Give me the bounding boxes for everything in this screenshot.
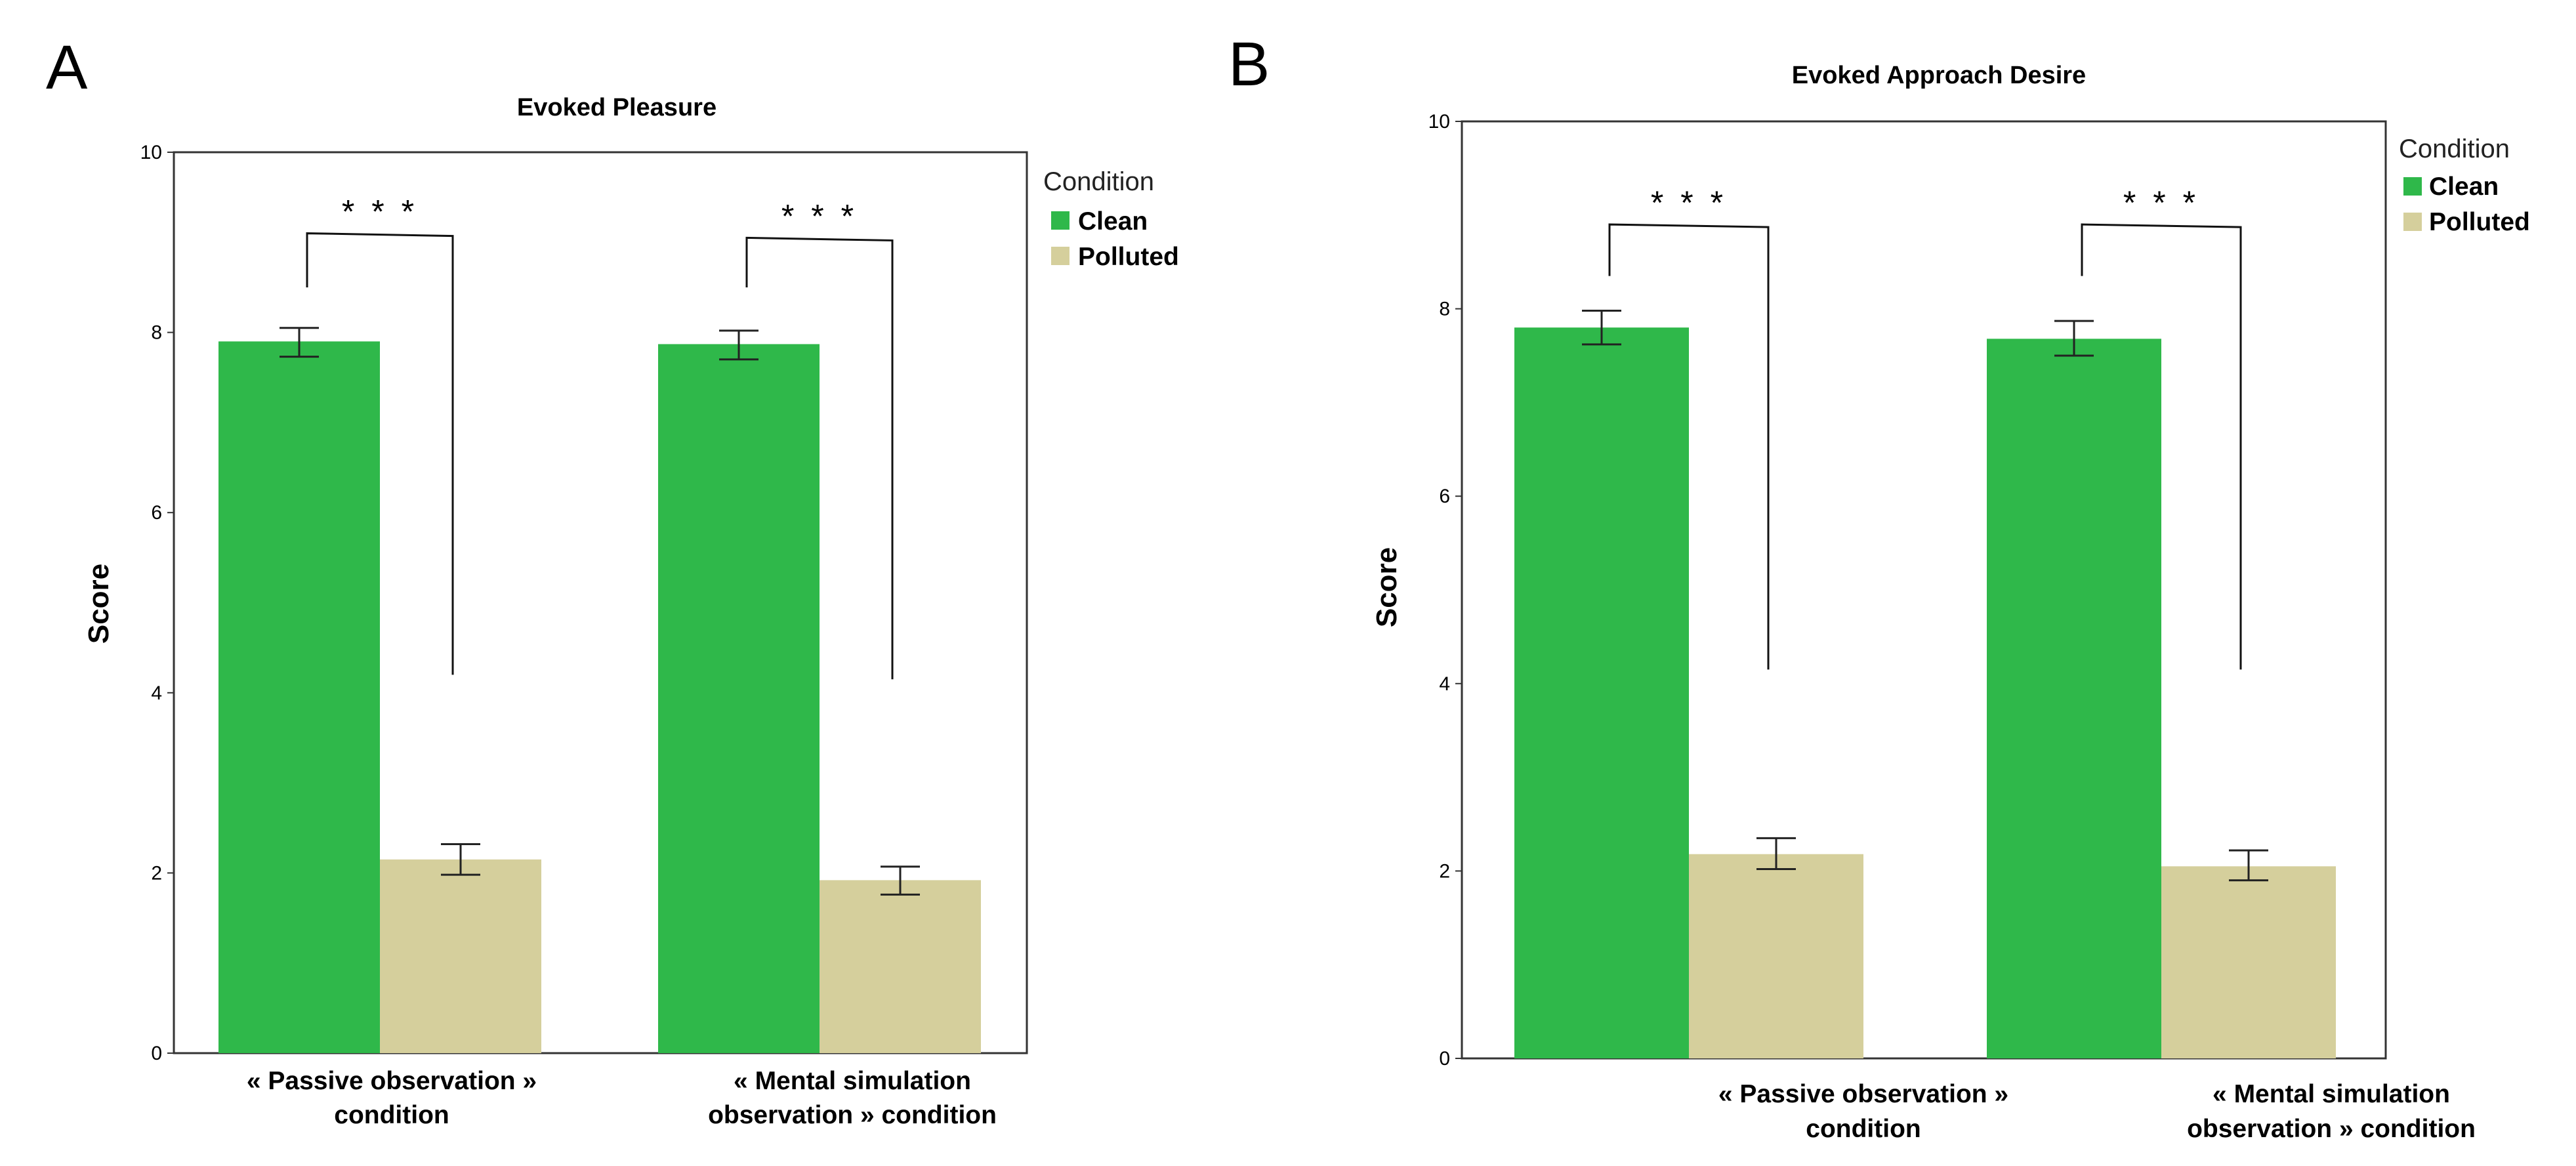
panel-letter: B: [1228, 30, 1270, 99]
plot-frame: [1461, 120, 2387, 1060]
bars: [1514, 327, 2336, 1058]
bar-polluted: [820, 880, 981, 1053]
y-tick-label: 6: [151, 502, 162, 524]
chart-title: Evoked Approach Desire: [1792, 62, 2086, 89]
y-tick-label: 10: [140, 142, 162, 163]
error-bar: [1756, 837, 1796, 871]
y-tick-label: 10: [1428, 111, 1450, 133]
y-tick-label: 6: [1439, 486, 1450, 507]
legend-swatch-clean: [2403, 177, 2422, 196]
significance-brackets: * * * * * *: [1608, 184, 2242, 670]
legend-label-clean: Clean: [1078, 207, 1148, 236]
error-bars: [1582, 309, 2268, 882]
significance-bracket: [1608, 223, 1770, 670]
category-labels: « Passive observation » condition « Mental…: [247, 1067, 997, 1129]
y-axis-ticks: 0 2 4 6 8 10: [1428, 111, 1462, 1070]
significance-bracket: [306, 232, 454, 675]
chart-title: Evoked Pleasure: [517, 94, 717, 121]
significance-label: * * *: [781, 198, 858, 234]
y-tick-label: 2: [151, 862, 162, 884]
bar-polluted: [380, 859, 541, 1053]
panel-b: B Evoked Approach Desire Score 0 2 4 6 8 10 *…: [1228, 30, 2530, 1143]
panel-letter: A: [46, 33, 88, 102]
legend-label-clean: Clean: [2429, 173, 2499, 201]
significance-bracket: [2081, 223, 2242, 670]
category-label: condition: [334, 1101, 449, 1129]
y-axis-label: Score: [83, 564, 115, 644]
plot-frame: [173, 151, 1028, 1054]
legend: Condition Clean Polluted: [1043, 167, 1179, 271]
significance-label: * * *: [2123, 184, 2199, 221]
error-bar: [441, 843, 480, 876]
category-label: « Passive observation »: [247, 1067, 537, 1095]
error-bar: [2229, 849, 2268, 882]
bars: [218, 341, 981, 1053]
category-label: observation » condition: [708, 1101, 997, 1129]
significance-bracket: [745, 236, 894, 680]
legend-swatch-polluted: [2403, 213, 2422, 231]
category-label: condition: [1806, 1115, 1921, 1143]
significance-label: * * *: [342, 194, 418, 230]
category-label: observation » condition: [2187, 1115, 2476, 1143]
error-bar: [280, 327, 319, 358]
y-tick-label: 4: [151, 682, 162, 704]
y-tick-label: 8: [151, 322, 162, 344]
legend-swatch-clean: [1051, 211, 1070, 230]
error-bars: [280, 327, 920, 896]
y-tick-label: 0: [1439, 1048, 1450, 1070]
error-bar: [719, 329, 758, 361]
bar-polluted: [2161, 866, 2336, 1058]
significance-brackets: * * * * * *: [306, 194, 894, 680]
y-tick-label: 2: [1439, 860, 1450, 882]
y-tick-label: 8: [1439, 299, 1450, 320]
error-bar: [1582, 309, 1621, 346]
error-bar: [2054, 320, 2094, 357]
y-axis-label: Score: [1371, 547, 1403, 627]
error-bar: [881, 865, 920, 896]
legend-swatch-polluted: [1051, 247, 1070, 265]
legend-label-polluted: Polluted: [2429, 208, 2530, 236]
category-labels: « Passive observation » condition « Mental…: [1718, 1080, 2476, 1143]
legend-title: Condition: [1043, 167, 1154, 196]
y-tick-label: 4: [1439, 673, 1450, 695]
category-label: « Mental simulation: [734, 1067, 971, 1095]
legend-title: Condition: [2399, 135, 2510, 163]
y-tick-label: 0: [151, 1043, 162, 1064]
bar-clean: [1514, 327, 1689, 1058]
bar-polluted: [1689, 854, 1863, 1058]
significance-label: * * *: [1651, 184, 1727, 221]
bar-clean: [1987, 339, 2161, 1058]
category-label: « Mental simulation: [2212, 1080, 2450, 1108]
legend: Condition Clean Polluted: [2399, 135, 2530, 236]
category-label: « Passive observation »: [1718, 1080, 2008, 1108]
bar-clean: [218, 341, 380, 1053]
y-axis-ticks: 0 2 4 6 8 10: [140, 142, 174, 1064]
bar-clean: [658, 344, 820, 1053]
legend-label-polluted: Polluted: [1078, 243, 1179, 271]
